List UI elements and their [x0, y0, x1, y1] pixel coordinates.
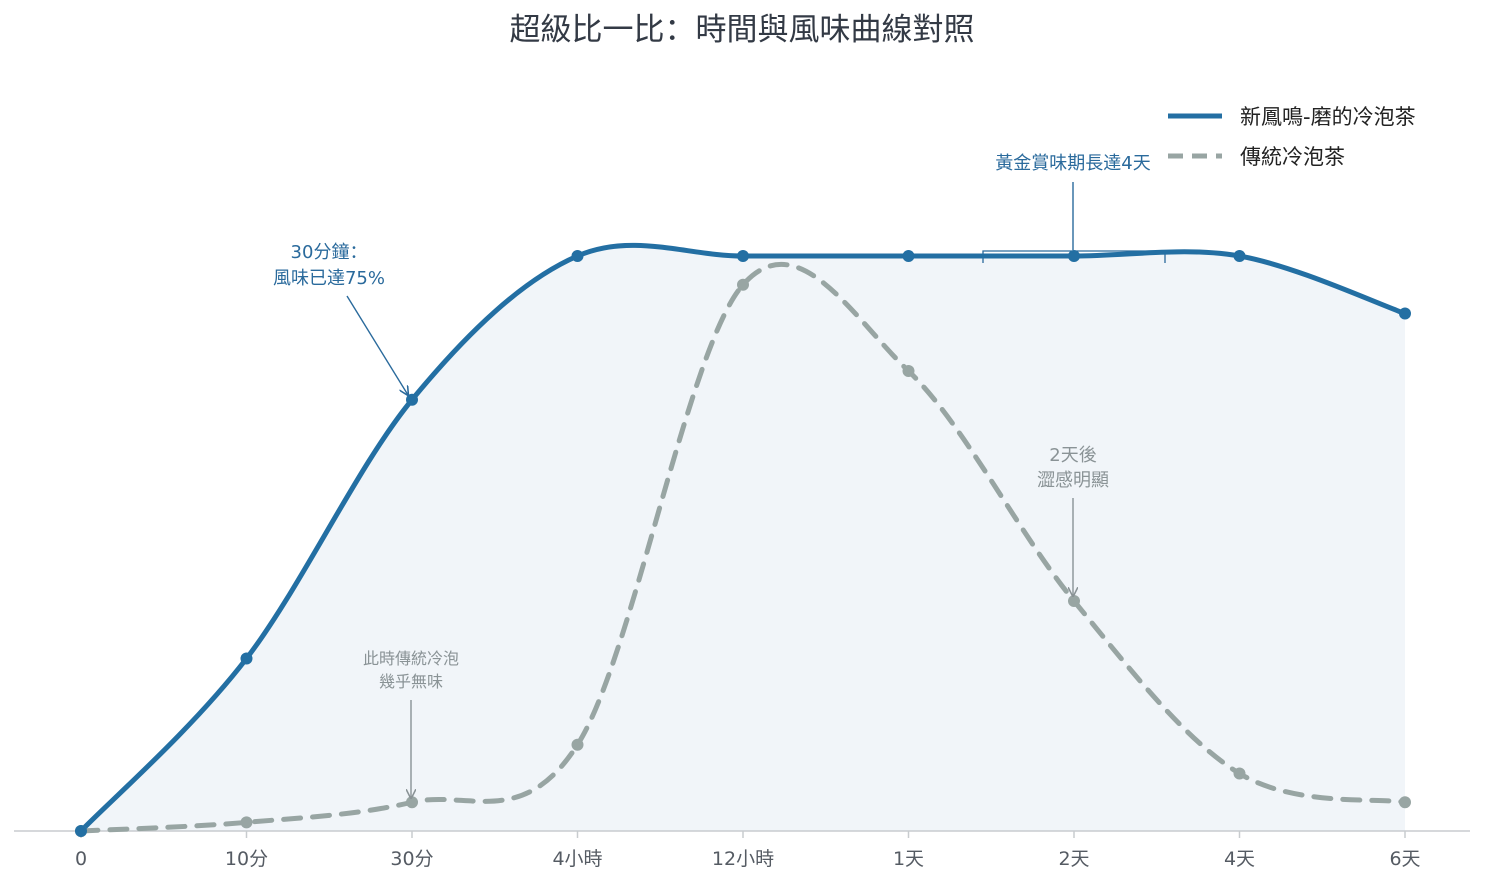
annotation-text: 30分鐘： [291, 242, 368, 263]
annotation-text: 此時傳統冷泡 [363, 649, 459, 668]
data-point [240, 652, 253, 665]
series-traditional-line [78, 261, 1408, 834]
x-tick-label: 1天 [893, 848, 924, 870]
annotation-arrow [346, 295, 408, 395]
legend-label: 新鳳鳴-磨的冷泡茶 [1240, 105, 1416, 129]
x-axis-ticks: 0 10分 30分 4小時 12小時 1天 2天 4天 6天 [75, 831, 1421, 870]
annotation-text: 風味已達75% [273, 268, 385, 289]
data-point [406, 393, 418, 406]
x-tick-label: 30分 [390, 848, 433, 870]
series-new-tea-line [78, 242, 1408, 834]
data-point [737, 278, 749, 291]
data-point [1399, 307, 1411, 320]
chart-title: 超級比一比：時間與風味曲線對照 [510, 12, 975, 48]
annotation-text: 黃金賞味期長達4天 [995, 153, 1150, 174]
annotation-text: 2天後 [1049, 445, 1096, 466]
x-tick-label: 6天 [1389, 848, 1420, 870]
new-tea-area-fill [81, 245, 1405, 831]
annotation-text: 幾乎無味 [379, 672, 443, 691]
data-point [1233, 250, 1246, 262]
data-point [1399, 796, 1411, 809]
data-point [902, 250, 915, 262]
series-new-tea-points [75, 250, 1411, 837]
data-point [1068, 250, 1080, 262]
x-tick-label: 12小時 [712, 848, 774, 870]
data-point [571, 250, 584, 262]
data-point [737, 250, 749, 262]
data-point [571, 738, 584, 751]
legend-label: 傳統冷泡茶 [1240, 145, 1345, 169]
data-point [902, 365, 915, 377]
x-tick-label: 2天 [1058, 848, 1089, 870]
data-point [240, 816, 253, 829]
x-tick-label: 4小時 [552, 848, 602, 870]
data-point [1233, 767, 1246, 780]
data-point [406, 796, 418, 809]
x-tick-label: 10分 [225, 848, 268, 870]
data-point [1068, 595, 1080, 607]
x-tick-label: 0 [75, 848, 87, 870]
annotation-30min: 30分鐘： 風味已達75% [273, 242, 408, 395]
annotation-text: 澀感明顯 [1037, 470, 1109, 491]
data-point [75, 825, 87, 837]
x-tick-label: 4天 [1224, 848, 1255, 870]
annotation-golden: 黃金賞味期長達4天 [995, 153, 1151, 250]
